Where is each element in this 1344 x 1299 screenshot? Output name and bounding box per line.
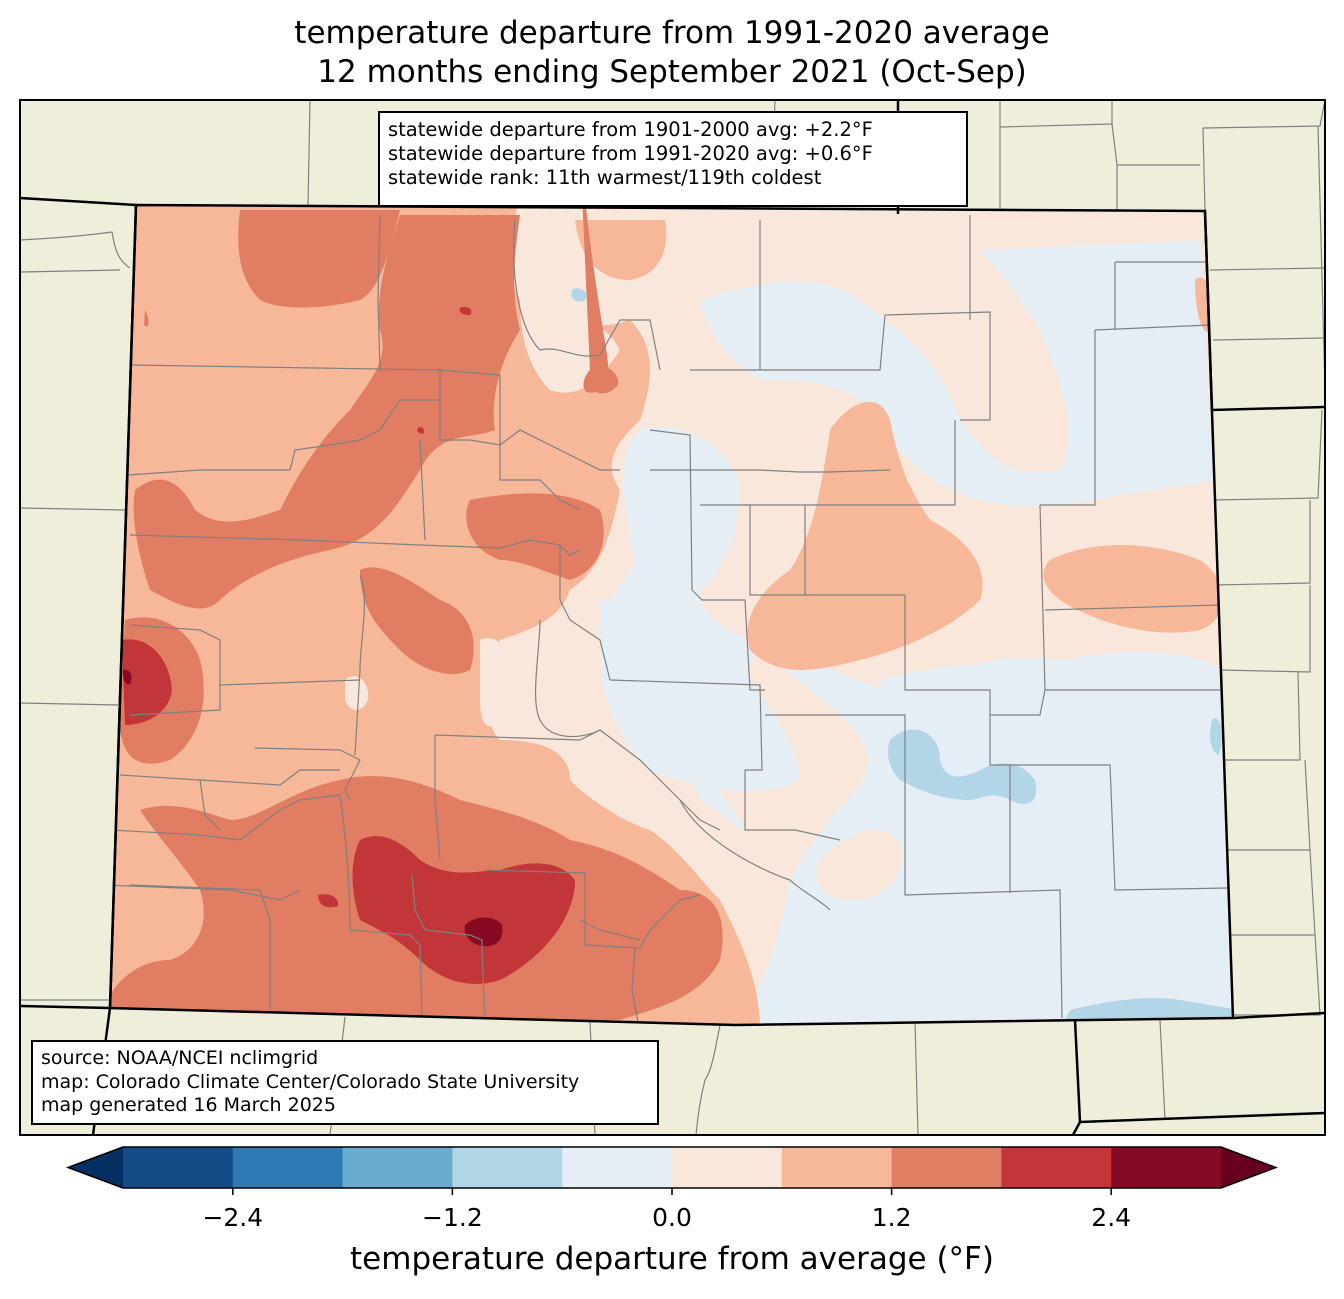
statewide-stats-box: statewide departure from 1901-2000 avg: … (378, 111, 968, 207)
colorbar-segment (232, 1147, 344, 1188)
colorbar-segment (123, 1147, 234, 1188)
map-generated-line: map generated 16 March 2025 (41, 1094, 336, 1116)
colorado-county-lines (110, 210, 1229, 1023)
colorbar-tick-label: 0.0 (652, 1203, 692, 1232)
map-frame (19, 99, 1326, 1136)
colorbar-tick-label: 1.2 (871, 1203, 912, 1232)
source-line: source: NOAA/NCEI nclimgrid (41, 1047, 319, 1069)
map-title-line2: 12 months ending September 2021 (Oct-Sep… (317, 54, 1027, 90)
colorbar-extend-high (1221, 1147, 1276, 1188)
colorbar-tick-label: 2.4 (1091, 1203, 1132, 1232)
colorbar-segment (452, 1147, 563, 1188)
colorbar-segment (891, 1147, 1002, 1188)
colorbar-tick-label: −1.2 (422, 1203, 483, 1232)
map-credit-line: map: Colorado Climate Center/Colorado St… (41, 1070, 580, 1093)
colorbar-tick-label: −2.4 (202, 1203, 264, 1232)
colorbar-label: temperature departure from average (°F) (350, 1241, 994, 1277)
colorbar-outline (65, 1146, 1279, 1189)
colorbar-segment (342, 1147, 453, 1188)
source-box: source: NOAA/NCEI nclimgrid map: Colorad… (31, 1040, 659, 1125)
colorbar-segment (1001, 1147, 1112, 1188)
stats-rank: statewide rank: 11th warmest/119th colde… (388, 166, 822, 189)
map-title-line1: temperature departure from 1991-2020 ave… (294, 15, 1050, 51)
colorbar-segment (1111, 1147, 1222, 1188)
colorbar (65, 1146, 1279, 1195)
colorbar-segment (781, 1147, 893, 1188)
surrounding-county-lines (20, 100, 1325, 1135)
temperature-departure-field (110, 205, 1233, 1025)
stats-departure-1901-2000: statewide departure from 1901-2000 avg: … (388, 118, 873, 141)
stats-departure-1991-2020: statewide departure from 1991-2020 avg: … (388, 142, 873, 165)
colorbar-extend-low (68, 1147, 123, 1188)
colorbar-segment (672, 1147, 783, 1188)
colorbar-segment (562, 1147, 673, 1188)
